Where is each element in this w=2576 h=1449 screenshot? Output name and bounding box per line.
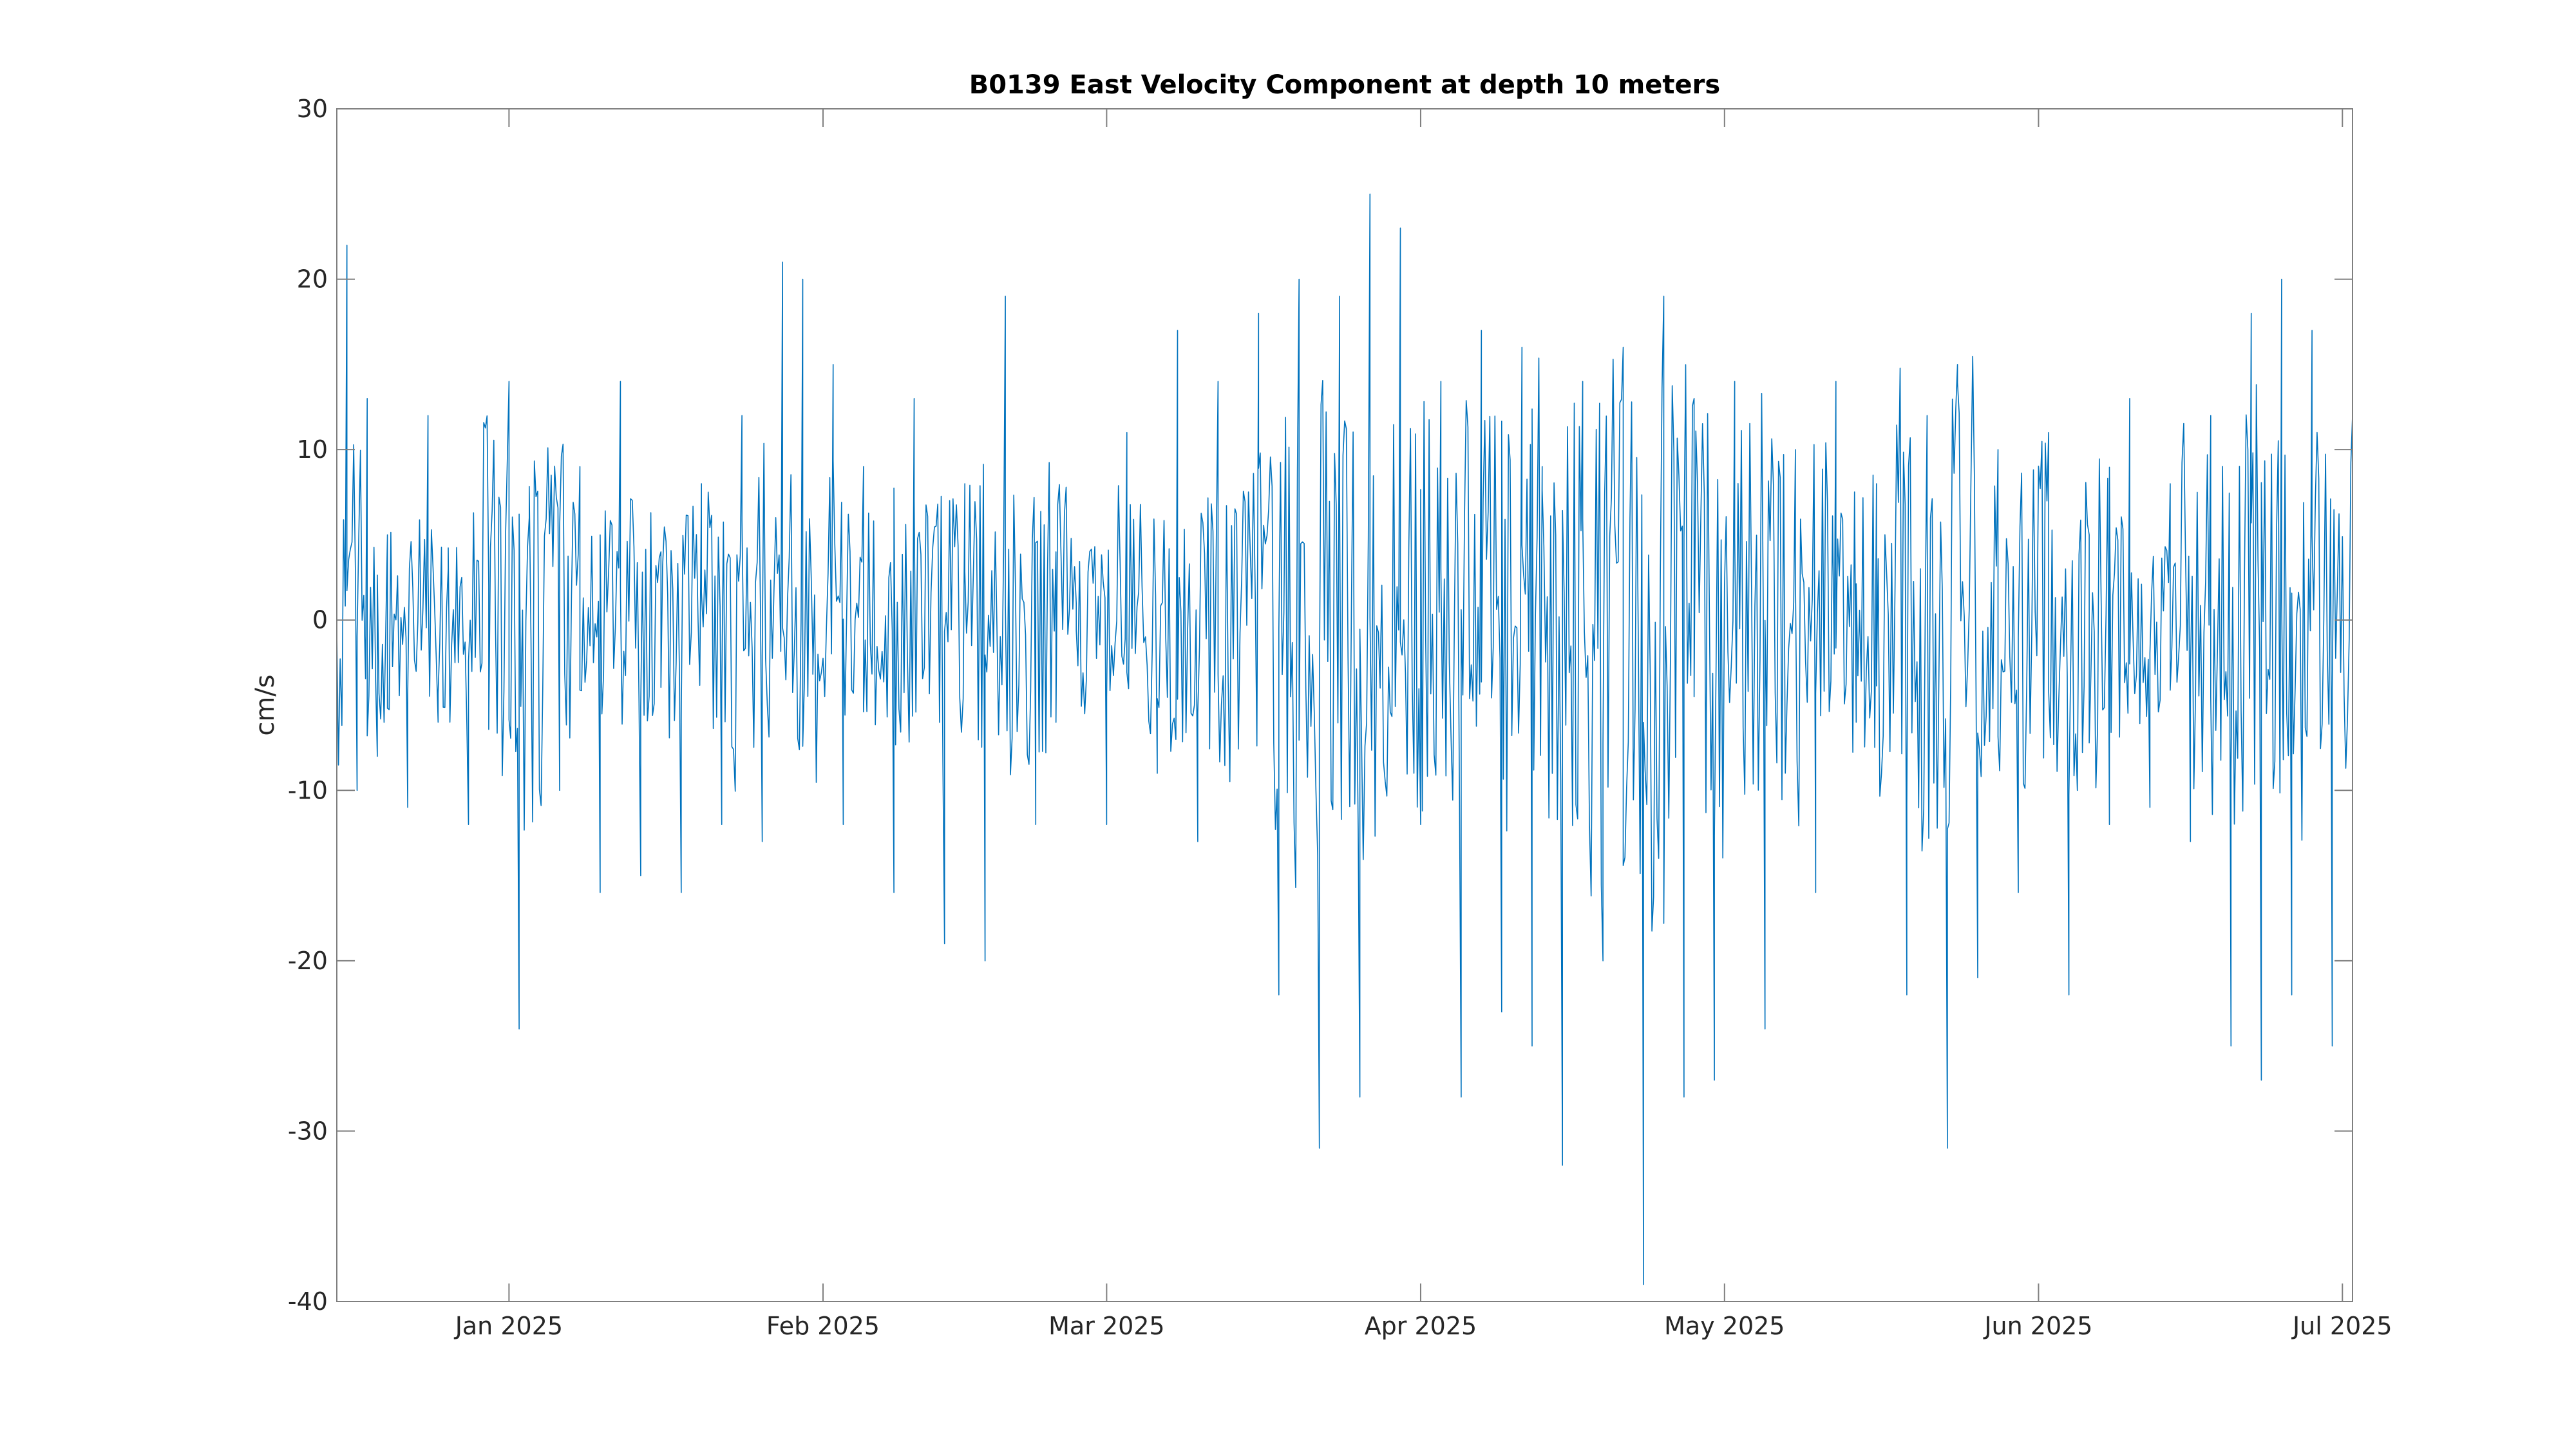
x-tick-label: Jul 2025 [2291, 1312, 2392, 1340]
y-axis-label: cm/s [251, 674, 280, 735]
x-tick-label: Feb 2025 [766, 1312, 880, 1340]
series-layer [336, 193, 2353, 1285]
x-tick-label: Jun 2025 [1983, 1312, 2092, 1340]
y-tick-label: -10 [288, 776, 328, 804]
y-tick-label: 10 [297, 435, 328, 464]
y-axis: 30 20 10 0 -10 -20 -30 -40 [288, 95, 2353, 1316]
y-tick-label: 30 [297, 95, 328, 123]
x-tick-label: May 2025 [1664, 1312, 1785, 1340]
y-tick-label: 20 [297, 265, 328, 294]
y-tick-label: -20 [288, 947, 328, 975]
y-tick-label: -40 [288, 1287, 328, 1316]
chart-title: B0139 East Velocity Component at depth 1… [969, 70, 1720, 100]
x-tick-label: Mar 2025 [1048, 1312, 1164, 1340]
y-tick-label: 0 [312, 606, 328, 634]
x-axis: Jan 2025 Feb 2025 Mar 2025 Apr 2025 May 2025… [454, 109, 2392, 1340]
axes-box [336, 108, 2353, 1302]
x-tick-label: Jan 2025 [454, 1312, 563, 1340]
y-tick-label: -30 [288, 1117, 328, 1145]
series-line [336, 193, 2353, 1285]
x-tick-label: Apr 2025 [1365, 1312, 1477, 1340]
